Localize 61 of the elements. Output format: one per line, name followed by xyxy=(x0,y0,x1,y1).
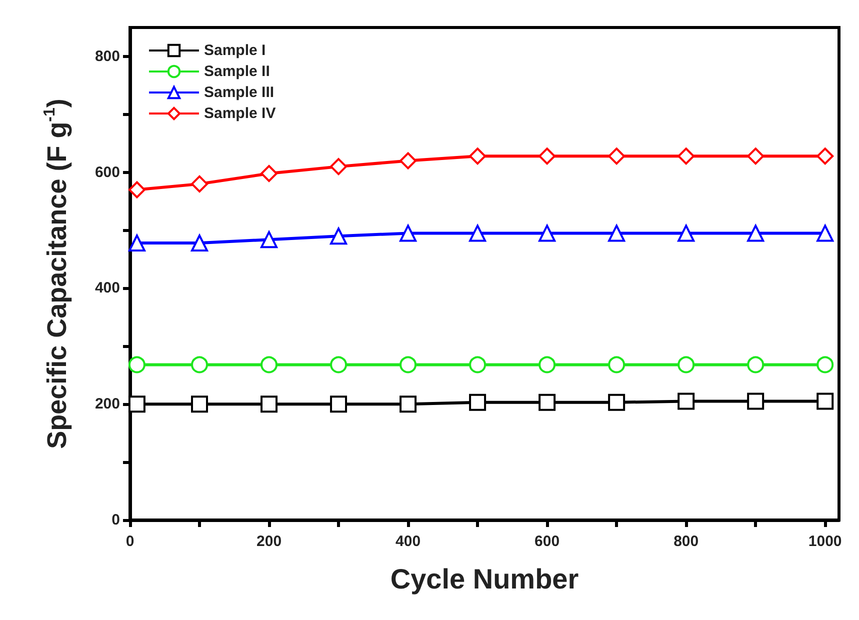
point xyxy=(191,234,208,252)
y-tick-label: 600 xyxy=(94,164,120,181)
y-tick-label: 800 xyxy=(94,48,120,65)
point xyxy=(330,158,348,176)
point xyxy=(128,181,146,198)
point xyxy=(400,356,417,374)
point xyxy=(400,396,417,413)
point xyxy=(608,394,626,411)
point xyxy=(330,228,348,245)
point xyxy=(538,224,556,242)
x-tick-label: 800 xyxy=(674,533,699,550)
point xyxy=(538,148,556,165)
point xyxy=(816,356,834,374)
x-tick-label: 0 xyxy=(126,533,134,550)
point xyxy=(128,396,146,413)
point xyxy=(469,224,486,242)
point xyxy=(260,356,278,374)
x-tick-label: 400 xyxy=(396,533,421,550)
x-tick-label: 600 xyxy=(534,533,560,550)
point xyxy=(260,165,278,182)
point xyxy=(191,175,208,192)
point xyxy=(191,356,208,374)
point xyxy=(747,356,764,374)
point xyxy=(538,356,556,374)
point xyxy=(816,392,834,410)
point xyxy=(678,392,695,410)
point xyxy=(816,148,834,165)
point xyxy=(747,392,764,410)
point xyxy=(191,396,208,413)
x-axis-title: Cycle Number xyxy=(390,564,579,594)
point xyxy=(608,224,626,242)
point xyxy=(608,148,626,165)
point xyxy=(128,356,146,374)
point xyxy=(678,224,695,242)
legend-label: Sample II xyxy=(204,63,270,80)
point xyxy=(330,396,348,413)
point xyxy=(816,224,834,242)
legend-label: Sample I xyxy=(204,42,266,59)
point xyxy=(747,148,764,165)
point xyxy=(128,234,146,252)
y-axis-title: Specific Capacitance (F g-1) xyxy=(42,98,72,449)
y-tick-label: 400 xyxy=(94,280,120,297)
legend-label: Sample IV xyxy=(204,105,276,122)
y-tick-label: 0 xyxy=(112,512,120,528)
point xyxy=(400,224,417,242)
point xyxy=(260,231,278,248)
point xyxy=(538,394,556,411)
point xyxy=(678,148,695,165)
legend-label: Sample III xyxy=(204,84,274,101)
point xyxy=(260,396,278,413)
point xyxy=(678,356,695,374)
x-tick-label: 200 xyxy=(256,533,282,550)
y-tick-label: 200 xyxy=(94,396,120,413)
point xyxy=(747,224,764,242)
point xyxy=(400,152,417,170)
point xyxy=(469,148,486,165)
x-tick-label: 1000 xyxy=(808,533,842,550)
point xyxy=(608,356,626,374)
point xyxy=(469,356,486,374)
point xyxy=(330,356,348,374)
point xyxy=(469,394,486,411)
